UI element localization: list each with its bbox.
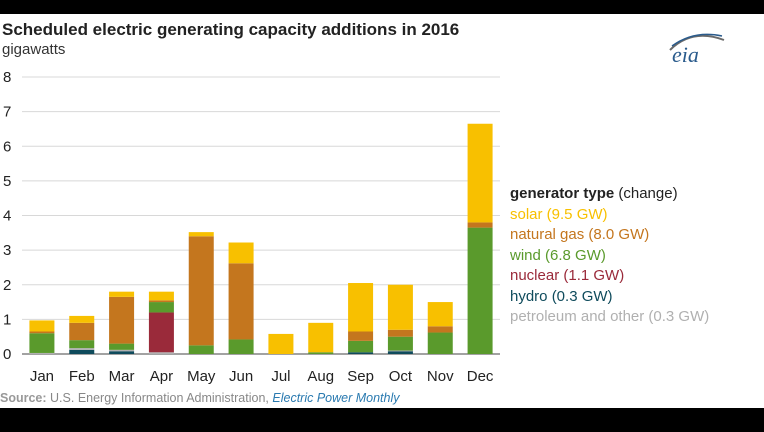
bar-segment-petroleum-and-other xyxy=(148,352,174,354)
bar-segment-hydro xyxy=(348,352,374,354)
bar-segment-wind xyxy=(228,339,254,354)
source-link[interactable]: Electric Power Monthly xyxy=(272,391,400,405)
bar-segment-solar xyxy=(148,291,174,301)
y-tick-label: 2 xyxy=(3,277,11,294)
bar-segment-natural-gas xyxy=(387,329,413,337)
bar-segment-natural-gas xyxy=(228,263,254,340)
eia-logo: eia xyxy=(662,30,732,70)
bar-segment-solar xyxy=(308,322,334,353)
x-tick-label: Nov xyxy=(427,368,454,385)
bar-segment-petroleum-and-other xyxy=(69,348,95,350)
source-text: U.S. Energy Information Administration, xyxy=(50,391,269,405)
legend-item: hydro (0.3 GW) xyxy=(510,287,613,305)
y-unit-label: gigawatts xyxy=(2,41,66,58)
bar-segment-wind xyxy=(387,336,413,351)
bar-segment-petroleum-and-other xyxy=(29,352,55,354)
legend-header-bold: generator type xyxy=(510,185,615,202)
legend-header-normal: (change) xyxy=(618,185,678,202)
bar-segment-natural-gas xyxy=(467,222,493,228)
x-tick-label: Feb xyxy=(69,368,95,385)
bar-segment-solar xyxy=(109,291,135,297)
x-tick-label: May xyxy=(187,368,216,385)
x-tick-label: Dec xyxy=(467,368,494,385)
x-tick-label: Sep xyxy=(347,368,374,385)
bar-segment-natural-gas xyxy=(29,331,55,334)
bar-segment-natural-gas xyxy=(188,236,214,346)
source-note: Source: U.S. Energy Information Administ… xyxy=(0,391,400,405)
bar-segment-natural-gas xyxy=(69,322,95,341)
x-tick-label: Jan xyxy=(30,368,54,385)
chart-panel: Scheduled electric generating capacity a… xyxy=(0,14,764,408)
bar-segment-nuclear xyxy=(148,312,174,353)
bar-segment-wind xyxy=(467,227,493,354)
x-tick-label: Mar xyxy=(109,368,135,385)
bar-segment-solar xyxy=(467,123,493,223)
bar-segment-wind xyxy=(188,345,214,354)
legend-header: generator type (change) xyxy=(510,184,709,205)
source-label: Source: xyxy=(0,391,47,405)
legend-item: petroleum and other (0.3 GW) xyxy=(510,308,710,325)
bar-segment-wind xyxy=(308,352,334,354)
x-tick-label: Jun xyxy=(229,368,253,385)
bar-segment-petroleum-and-other xyxy=(387,350,413,352)
legend-item: nuclear (1.1 GW) xyxy=(510,267,625,284)
bar-segment-solar xyxy=(268,333,294,354)
bar-chart: 0 1 2 3 4 5 6 7 8 Jan Feb Mar Apr May Jun Jul Aug Sep Oct N… xyxy=(3,69,500,385)
y-tick-label: 8 xyxy=(3,69,11,86)
y-tick-label: 0 xyxy=(3,346,11,363)
bar-segment-natural-gas xyxy=(148,300,174,303)
logo-swoosh-icon xyxy=(669,33,725,51)
bar-segment-natural-gas xyxy=(348,331,374,341)
bar-segment-hydro xyxy=(69,349,95,354)
bar-segment-hydro xyxy=(387,351,413,354)
y-tick-label: 1 xyxy=(3,311,11,328)
legend: generator type (change) solar (9.5 GW) na… xyxy=(510,184,709,328)
y-tick-label: 5 xyxy=(3,173,11,190)
bar-segment-solar xyxy=(29,320,55,332)
bar-segment-solar xyxy=(387,284,413,330)
x-tick-label: Oct xyxy=(389,368,413,385)
bar-segment-wind xyxy=(148,302,174,313)
y-tick-label: 7 xyxy=(3,104,11,121)
legend-item: solar (9.5 GW) xyxy=(510,205,608,223)
logo-text: eia xyxy=(672,42,699,67)
bar-segment-petroleum-and-other xyxy=(109,349,135,352)
x-tick-label: Aug xyxy=(307,368,334,385)
bar-segment-wind xyxy=(427,332,453,354)
bar-segment-wind xyxy=(109,343,135,350)
bar-segment-natural-gas xyxy=(109,296,135,344)
bar-segment-wind xyxy=(29,333,55,353)
x-tick-label: Jul xyxy=(271,368,290,385)
bar-segment-hydro xyxy=(109,351,135,354)
bar-segment-solar xyxy=(348,283,374,332)
y-tick-label: 3 xyxy=(3,242,11,259)
bar-segment-natural-gas xyxy=(427,326,453,333)
bar-segment-wind xyxy=(69,340,95,349)
chart-title: Scheduled electric generating capacity a… xyxy=(2,20,460,39)
y-tick-label: 6 xyxy=(3,138,11,155)
bar-segment-solar xyxy=(188,232,214,237)
legend-item: wind (6.8 GW) xyxy=(510,246,606,264)
bar-segment-solar xyxy=(228,242,254,264)
x-tick-label: Apr xyxy=(150,368,173,385)
y-tick-label: 4 xyxy=(3,208,11,225)
bar-segment-wind xyxy=(348,340,374,353)
bar-segment-solar xyxy=(69,315,95,323)
legend-item: natural gas (8.0 GW) xyxy=(510,226,650,243)
bar-segment-solar xyxy=(427,302,453,327)
